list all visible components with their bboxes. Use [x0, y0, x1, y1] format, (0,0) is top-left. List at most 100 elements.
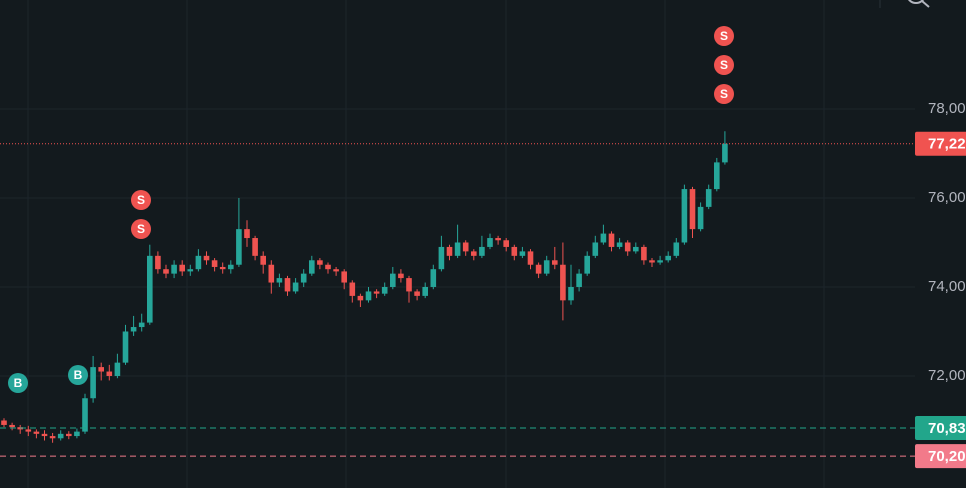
candle-body — [114, 362, 121, 376]
candle-body — [300, 273, 307, 283]
candle-body — [268, 264, 275, 283]
y-tick-label: 74,000 — [928, 278, 966, 295]
candle-body — [1, 420, 7, 425]
candle-body — [244, 229, 250, 239]
candle-body — [406, 278, 412, 292]
candle-body — [398, 273, 404, 279]
candle-body — [462, 242, 469, 252]
candle-body — [82, 398, 88, 432]
candle-body — [471, 251, 477, 256]
candle-body — [584, 255, 590, 274]
price-label-box — [915, 416, 966, 441]
candle-body — [252, 238, 258, 256]
signal-label: S — [720, 58, 728, 72]
candle-body — [74, 431, 80, 437]
candle-body — [479, 246, 485, 256]
candle-body — [90, 367, 96, 399]
signal-label: S — [137, 222, 145, 236]
signal-marker[interactable] — [131, 219, 151, 239]
price-label: 77,220 — [928, 136, 966, 153]
candle-body — [430, 269, 437, 287]
candle-body — [106, 371, 113, 376]
candle-body — [284, 278, 291, 292]
candle-body — [260, 255, 266, 265]
candle-body — [600, 233, 607, 243]
search-icon[interactable] — [907, 0, 925, 4]
candle-body — [527, 251, 534, 265]
candle-body — [487, 238, 493, 247]
signal-marker[interactable] — [8, 373, 28, 393]
candle-body — [155, 255, 161, 270]
candle-body — [66, 433, 72, 437]
price-label: 70,200 — [928, 448, 966, 465]
candle-body — [495, 238, 501, 241]
candle-body — [568, 286, 574, 301]
candle-body — [714, 162, 720, 190]
candle-body — [535, 264, 542, 274]
candle-body — [633, 246, 639, 252]
candle-body — [98, 367, 104, 372]
signal-marker[interactable] — [714, 84, 734, 104]
candle-body — [138, 322, 145, 328]
candle-body — [657, 260, 663, 263]
candle-body — [179, 264, 185, 272]
candle-body — [9, 424, 15, 428]
candle-body — [446, 246, 453, 256]
candle-body — [147, 255, 153, 323]
y-tick-label: 76,000 — [928, 189, 966, 206]
candle-body — [649, 260, 655, 263]
candle-body — [171, 264, 177, 274]
candle-body — [187, 269, 194, 272]
candle-body — [560, 264, 566, 301]
candle-body — [317, 260, 323, 265]
candle-body — [616, 242, 623, 247]
candle-body — [422, 286, 428, 296]
candle-body — [219, 266, 226, 270]
candle-body — [341, 271, 347, 283]
candle-body — [365, 291, 372, 301]
candle-body — [608, 233, 615, 247]
candle-body — [681, 189, 688, 243]
candle-body — [309, 260, 315, 274]
signal-marker[interactable] — [714, 55, 734, 75]
signal-marker[interactable] — [714, 26, 734, 46]
signal-label: S — [720, 29, 728, 43]
candle-body — [292, 282, 299, 292]
candle-body — [236, 229, 242, 265]
candle-body — [195, 255, 202, 270]
candle-body — [697, 206, 704, 230]
y-tick-label: 72,000 — [928, 367, 966, 384]
candle-body — [592, 242, 599, 256]
candle-body — [438, 246, 445, 270]
price-label-box — [915, 444, 966, 469]
candle-body — [33, 431, 40, 434]
candle-body — [511, 246, 518, 256]
candle-body — [163, 269, 169, 274]
candle-body — [390, 273, 396, 287]
signal-marker[interactable] — [68, 365, 88, 385]
candle-body — [689, 189, 696, 230]
candle-body — [519, 251, 526, 256]
candle-body — [333, 269, 339, 272]
candle-body — [665, 255, 671, 261]
candle-body — [543, 260, 550, 274]
candle-body — [25, 429, 32, 432]
candle-body — [552, 260, 558, 265]
candle-body — [357, 295, 364, 301]
candle-body — [641, 246, 647, 261]
y-tick-label: 78,000 — [928, 100, 966, 117]
candle-body — [211, 260, 218, 267]
signal-marker[interactable] — [131, 190, 151, 210]
candle-body — [722, 143, 728, 163]
candle-body — [325, 264, 331, 270]
candle-body — [122, 331, 129, 363]
candle-body — [414, 291, 420, 296]
price-label: 70,830 — [928, 420, 966, 437]
candle-body — [503, 240, 509, 247]
signal-label: B — [74, 368, 83, 382]
price-label-box — [915, 131, 966, 156]
candle-body — [624, 242, 631, 252]
candle-body — [228, 264, 234, 270]
